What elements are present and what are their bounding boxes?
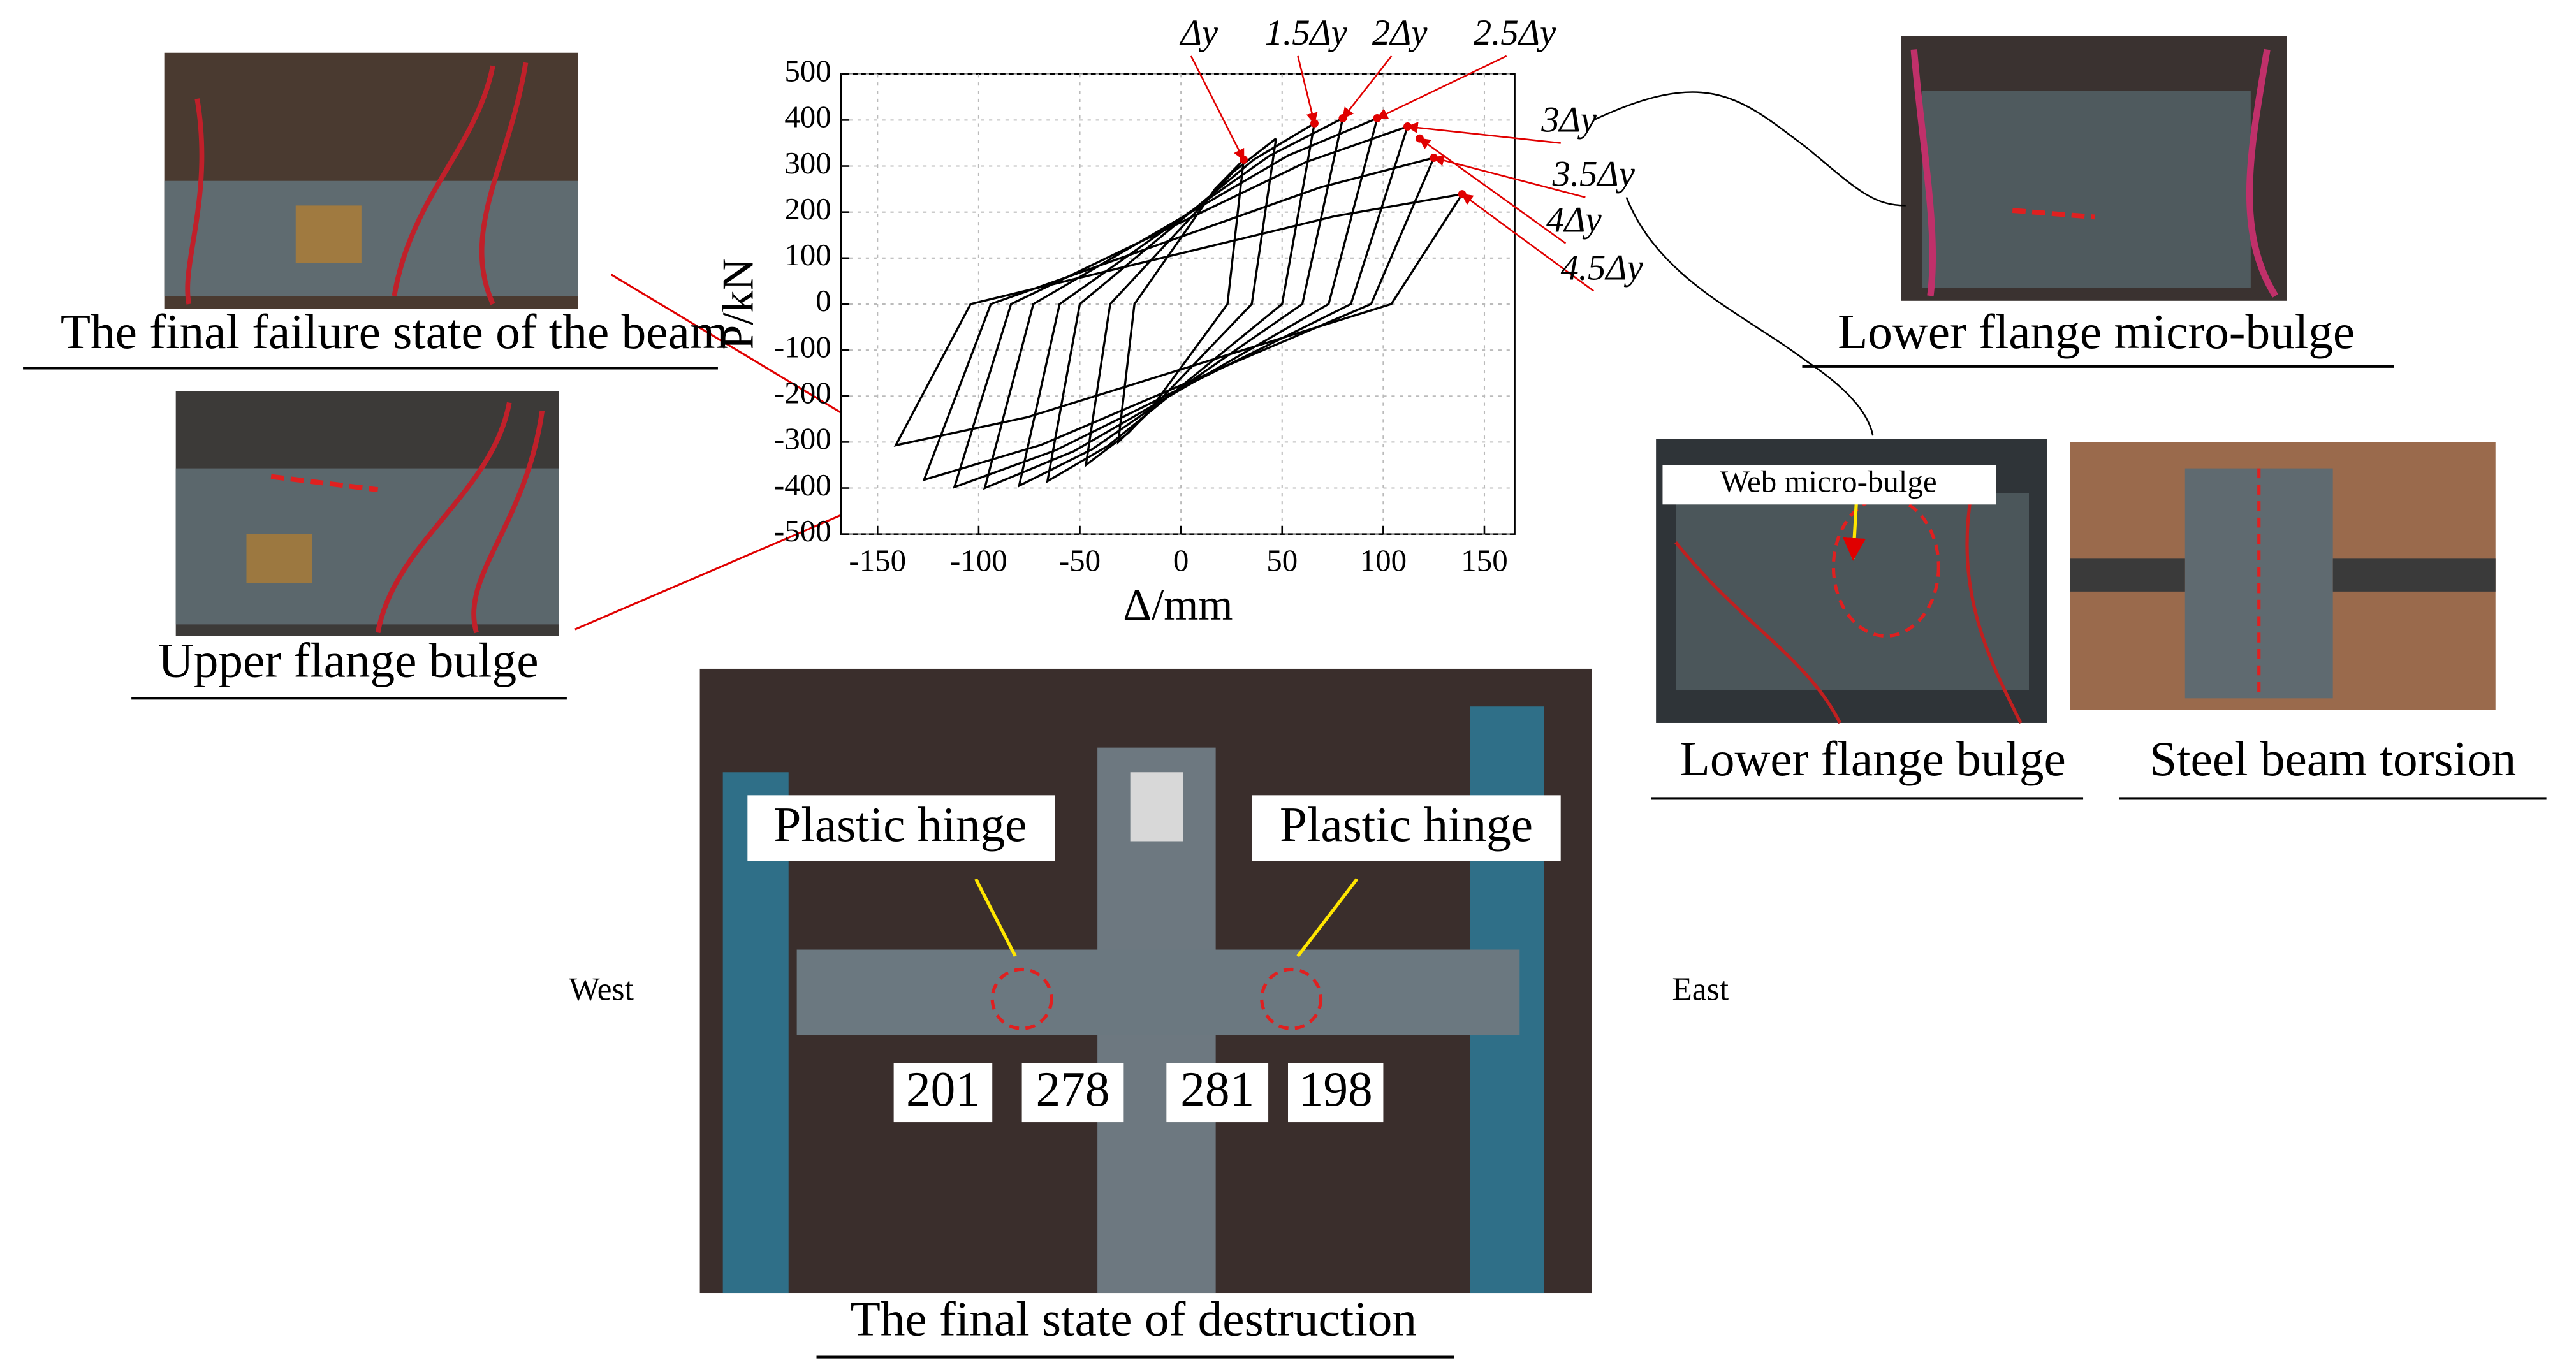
peak-marker xyxy=(1403,122,1412,131)
hysteresis-loop xyxy=(1116,159,1245,445)
photo-destruction xyxy=(699,668,1592,1294)
annotation-arrow xyxy=(1461,193,1594,292)
x-tick-label: -100 xyxy=(950,543,1007,578)
annotation: 2Δy xyxy=(1372,13,1428,53)
chart: -500-400-300-200-1000100200300400500-150… xyxy=(714,13,1644,630)
peak-marker xyxy=(1373,114,1382,122)
caption: Lower flange micro-bulge xyxy=(1838,304,2355,359)
y-tick-label: -400 xyxy=(774,467,831,502)
y-tick-label: 100 xyxy=(784,237,831,272)
y-tick-label: 300 xyxy=(784,145,831,180)
caption: Lower flange bulge xyxy=(1680,731,2066,786)
direction: East xyxy=(1672,971,1729,1007)
y-tick-label: 500 xyxy=(784,53,831,88)
annotation: 3Δy xyxy=(1540,100,1597,140)
x-tick-label: 150 xyxy=(1461,543,1507,578)
hysteresis-loop xyxy=(922,156,1435,482)
hinge-value: 278 xyxy=(1036,1062,1110,1116)
annotation-arrow xyxy=(1406,122,1561,144)
caption: The final state of destruction xyxy=(851,1292,1417,1346)
x-tick-label: 50 xyxy=(1266,543,1298,578)
web-label: Web micro-bulge xyxy=(1720,464,1937,499)
caption: Upper flange bulge xyxy=(158,633,539,688)
annotation: 4.5Δy xyxy=(1560,247,1643,288)
photo-lower-micro xyxy=(1901,36,2287,301)
annotation: 1.5Δy xyxy=(1265,13,1348,53)
hinge-value: 281 xyxy=(1180,1062,1254,1116)
x-tick-label: -150 xyxy=(849,543,906,578)
peak-marker xyxy=(1310,119,1319,128)
y-tick-label: 0 xyxy=(816,283,831,318)
peak-marker xyxy=(1458,190,1467,198)
annotation: 3.5Δy xyxy=(1552,154,1636,194)
y-tick-label: 400 xyxy=(784,99,831,135)
caption: The final failure state of the beam xyxy=(61,304,728,359)
callout: Plastic hinge xyxy=(773,797,1027,852)
photo-torsion xyxy=(2070,442,2496,710)
y-axis-label: P/kN xyxy=(714,258,763,349)
hysteresis-loop xyxy=(1017,117,1344,488)
photo-upper-flange xyxy=(175,391,559,636)
hysteresis-loop xyxy=(893,193,1463,447)
peak-marker xyxy=(1416,134,1424,143)
annotation-arrow xyxy=(1190,55,1245,161)
y-tick-label: -200 xyxy=(774,375,831,410)
peak-marker xyxy=(1430,154,1438,162)
hinge-value: 198 xyxy=(1299,1062,1373,1116)
y-tick-label: -500 xyxy=(774,513,831,548)
hysteresis-loop xyxy=(1084,137,1277,468)
x-tick-label: 100 xyxy=(1360,543,1407,578)
annotation: 4Δy xyxy=(1546,200,1602,240)
direction: West xyxy=(569,971,634,1007)
annotation-arrow xyxy=(1432,154,1586,198)
hinge-value: 201 xyxy=(906,1062,980,1116)
y-tick-label: 200 xyxy=(784,191,831,226)
annotation-arrow xyxy=(1342,55,1393,119)
y-tick-label: -300 xyxy=(774,421,831,456)
hysteresis-loop xyxy=(983,117,1379,490)
peak-marker xyxy=(1338,114,1347,122)
callout: Plastic hinge xyxy=(1280,797,1533,852)
hysteresis-loop xyxy=(953,125,1409,489)
y-tick-label: -100 xyxy=(774,329,831,364)
annotation-arrow xyxy=(1418,138,1567,244)
annotation: 2.5Δy xyxy=(1474,13,1556,53)
hysteresis-loop xyxy=(1046,122,1316,483)
annotation-arrow xyxy=(1297,55,1318,125)
annotation: Δy xyxy=(1180,13,1218,53)
caption: Steel beam torsion xyxy=(2149,731,2516,786)
x-tick-label: -50 xyxy=(1059,543,1101,578)
annotation-arrow xyxy=(1376,55,1507,119)
x-axis-label: Δ/mm xyxy=(1123,581,1233,630)
x-tick-label: 0 xyxy=(1173,543,1189,578)
photo-beam-failure xyxy=(164,52,578,309)
peak-marker xyxy=(1240,155,1248,164)
